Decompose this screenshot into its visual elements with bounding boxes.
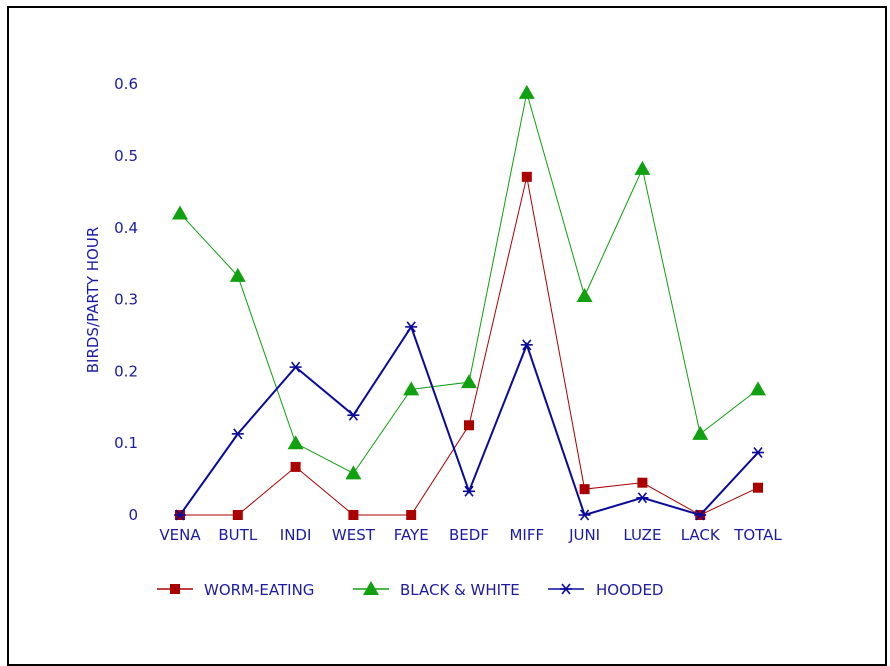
data-point-triangle [403,381,420,396]
x-tick-label: WEST [332,526,376,544]
data-point-triangle [518,84,535,99]
data-point-asterisk [520,339,533,351]
data-point-square [464,420,474,431]
chart-frame [7,6,887,666]
data-point-square [579,484,590,495]
data-point-triangle [692,425,709,440]
data-point-triangle [172,205,188,220]
data-point-triangle [287,435,304,450]
y-tick-label: 0.2 [114,362,138,380]
legend-item: HOODED [548,581,663,599]
x-tick-label: BEDF [449,526,489,544]
data-point-asterisk [463,485,475,497]
data-point-asterisk [636,492,649,504]
data-point-asterisk [231,428,244,440]
data-point-asterisk [347,409,360,421]
y-tick-label: 0.3 [114,291,138,309]
legend-label: BLACK & WHITE [400,581,520,599]
legend-marker-square [170,584,180,594]
data-point-asterisk [694,509,707,521]
x-tick-label: BUTL [218,526,257,544]
x-tick-label: TOTAL [733,526,782,544]
data-point-square [753,482,763,493]
data-point-square [348,510,359,520]
legend-marker-triangle [363,581,379,595]
legend-label: WORM-EATING [204,581,314,599]
data-point-triangle [634,160,651,175]
data-point-asterisk [405,321,418,333]
data-point-asterisk [174,509,186,521]
series-line-square [180,176,759,516]
data-point-asterisk [289,361,302,373]
x-tick-label: INDI [280,526,312,544]
x-tick-label: VENA [159,526,201,544]
x-tick-label: JUNI [568,526,600,544]
x-tick-label: MIFF [509,526,544,544]
data-point-square [521,171,532,182]
y-tick-label: 0.4 [114,219,138,237]
data-point-triangle [461,374,477,389]
x-tick-label: LACK [681,526,721,544]
y-tick-label: 0 [128,506,138,524]
y-axis-label: BIRDS/PARTY HOUR [84,227,102,374]
y-tick-label: 0.5 [114,147,138,165]
data-point-asterisk [578,509,591,521]
y-tick-label: 0.1 [114,434,138,452]
legend-item: WORM-EATING [157,581,314,599]
data-point-triangle [229,267,246,282]
data-point-square [637,477,648,488]
x-tick-label: FAYE [394,526,429,544]
series-line-triangle [179,92,759,475]
data-point-square [290,461,301,472]
data-point-triangle [750,381,766,396]
data-point-square [232,510,243,520]
legend-marker-asterisk [560,583,572,595]
legend-item: BLACK & WHITE [353,581,520,599]
data-point-triangle [576,288,593,303]
x-tick-label: LUZE [623,526,661,544]
data-point-asterisk [752,447,764,459]
y-tick-label: 0.6 [114,75,138,93]
data-point-square [406,510,417,520]
data-point-triangle [345,465,362,480]
legend-label: HOODED [596,581,663,599]
